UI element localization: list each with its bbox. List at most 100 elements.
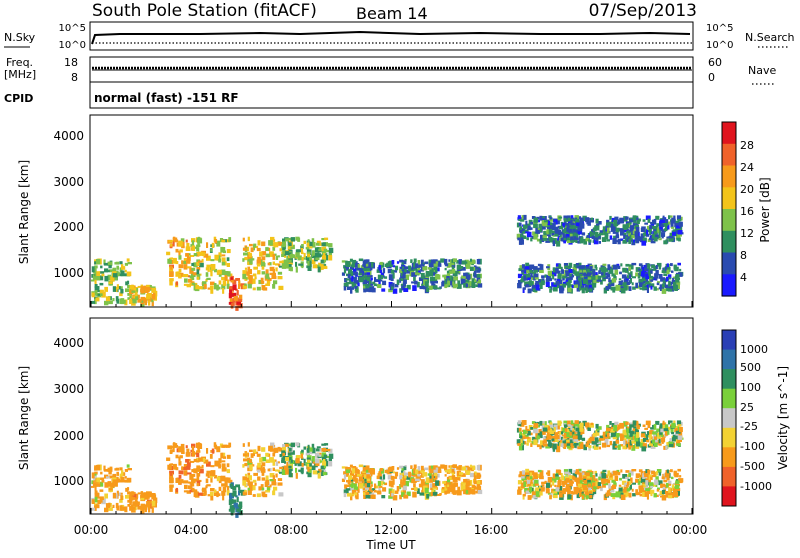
power-echo-cell: [576, 266, 581, 269]
power-echo-cell: [131, 287, 137, 294]
velocity-echo-cell: [272, 460, 276, 466]
velocity-echo-cell: [413, 464, 417, 469]
power-echo-cell: [646, 287, 649, 293]
power-echo-cell: [191, 262, 195, 266]
power-echo-cell: [242, 284, 247, 289]
velocity-echo-cell: [191, 451, 196, 457]
xtick-24: 00:00: [673, 523, 708, 537]
power-echo-cell: [277, 271, 283, 275]
power-echo-cell: [269, 251, 274, 257]
velocity-echo-cell: [517, 443, 521, 446]
velocity-echo-cell: [353, 486, 358, 490]
power-echo-cell: [186, 283, 191, 288]
xtick-12: 12:00: [374, 523, 409, 537]
velocity-echo-cell: [429, 468, 434, 474]
velocity-echo-cell: [540, 440, 544, 446]
power-echo-cell: [312, 242, 316, 248]
velocity-echo-cell: [252, 479, 257, 483]
velocity-echo-cell: [256, 465, 261, 471]
velocity-echo-cell: [210, 488, 215, 492]
velocity-echo-cell: [306, 448, 309, 453]
velocity-echo-cell: [642, 492, 645, 497]
power-echo-cell: [361, 268, 365, 274]
velocity-echo-cell: [104, 507, 109, 513]
power-echo-cell: [261, 256, 266, 261]
velocity-echo-cell: [402, 480, 406, 485]
velocity-echo-cell: [601, 472, 607, 479]
velocity-echo-cell: [191, 446, 195, 452]
velocity-echo-cell: [548, 442, 553, 447]
power-echo-cell: [560, 231, 563, 235]
power-echo-cell: [660, 223, 665, 227]
nave-label: Nave: [748, 64, 776, 77]
power-echo-cell: [365, 288, 371, 292]
power-echo-cell: [467, 260, 473, 265]
power-echo-cell: [306, 251, 311, 254]
velocity-echo-cell: [644, 427, 648, 430]
velocity-echo-cell: [273, 459, 277, 462]
velocity-echo-cell: [201, 464, 204, 469]
power-echo-cell: [191, 245, 196, 251]
power-echo-cell: [278, 263, 281, 267]
velocity-echo-cell: [622, 488, 627, 493]
power-echo-cell: [532, 231, 535, 236]
velocity-echo-cell: [448, 487, 453, 492]
velocity-echo-cell: [108, 471, 112, 475]
power-echo-cell: [140, 300, 145, 303]
power-echo-cell: [129, 290, 132, 295]
power-echo-cell: [561, 226, 564, 230]
vel-cbar-tick-neg25: -25: [740, 420, 758, 433]
power-echo-cell: [562, 222, 565, 228]
velocity-echo-cell: [422, 492, 428, 496]
power-echo-cell: [226, 263, 230, 267]
velocity-echo-cell: [641, 446, 647, 452]
velocity-echo-cell: [659, 424, 663, 430]
velocity-echo-cell: [532, 483, 537, 487]
power-echo-cell: [206, 264, 211, 268]
power-echo-cell: [433, 263, 438, 267]
velocity-echo-cell: [292, 450, 295, 455]
velocity-echo-cell: [242, 453, 247, 457]
velocity-echo-cell: [272, 452, 276, 457]
velocity-echo-cell: [453, 490, 458, 494]
velocity-echo-cell: [660, 428, 665, 433]
power-echo-cell: [352, 283, 357, 288]
power-echo-cell: [603, 231, 608, 235]
velocity-echo-cell: [186, 462, 191, 467]
velocity-echo-cell: [562, 443, 568, 447]
velocity-echo-cell: [207, 473, 210, 478]
velocity-echo-cell: [418, 474, 421, 480]
velocity-echo-cell: [629, 425, 632, 430]
power-echo-cell: [418, 264, 422, 268]
velocity-echo-cell: [284, 461, 286, 464]
power-echo-cell: [437, 287, 441, 290]
velocity-echo-cell: [444, 464, 448, 471]
velocity-echo-cell: [413, 483, 416, 488]
power-echo-cell: [379, 270, 382, 274]
power-echo-cell: [273, 272, 276, 277]
power-echo-cell: [531, 216, 535, 219]
power-echo-cell: [341, 260, 346, 263]
velocity-echo-cell: [539, 420, 543, 426]
velocity-echo-cell: [125, 487, 128, 492]
velocity-echo-cell: [235, 484, 240, 488]
velocity-echo-cell: [662, 486, 667, 490]
power-echo-cell: [421, 283, 424, 288]
power-echo-cell: [266, 279, 271, 284]
power-echo-cell: [618, 281, 623, 285]
power-echo-cell: [663, 240, 668, 245]
velocity-echo-cell: [328, 461, 333, 467]
velocity-echo-layer: [91, 420, 684, 518]
velocity-echo-cell: [520, 445, 524, 451]
power-echo-cell: [267, 247, 271, 252]
velocity-echo-cell: [628, 444, 631, 450]
velocity-echo-cell: [172, 442, 176, 445]
velocity-echo-cell: [143, 504, 148, 510]
power-echo-cell: [555, 280, 560, 286]
power-echo-cell: [116, 298, 119, 304]
velocity-echo-cell: [643, 493, 649, 496]
power-echo-cell: [226, 239, 230, 243]
velocity-echo-cell: [345, 488, 351, 491]
power-echo-cell: [193, 262, 198, 268]
power-echo-cell: [91, 266, 95, 273]
